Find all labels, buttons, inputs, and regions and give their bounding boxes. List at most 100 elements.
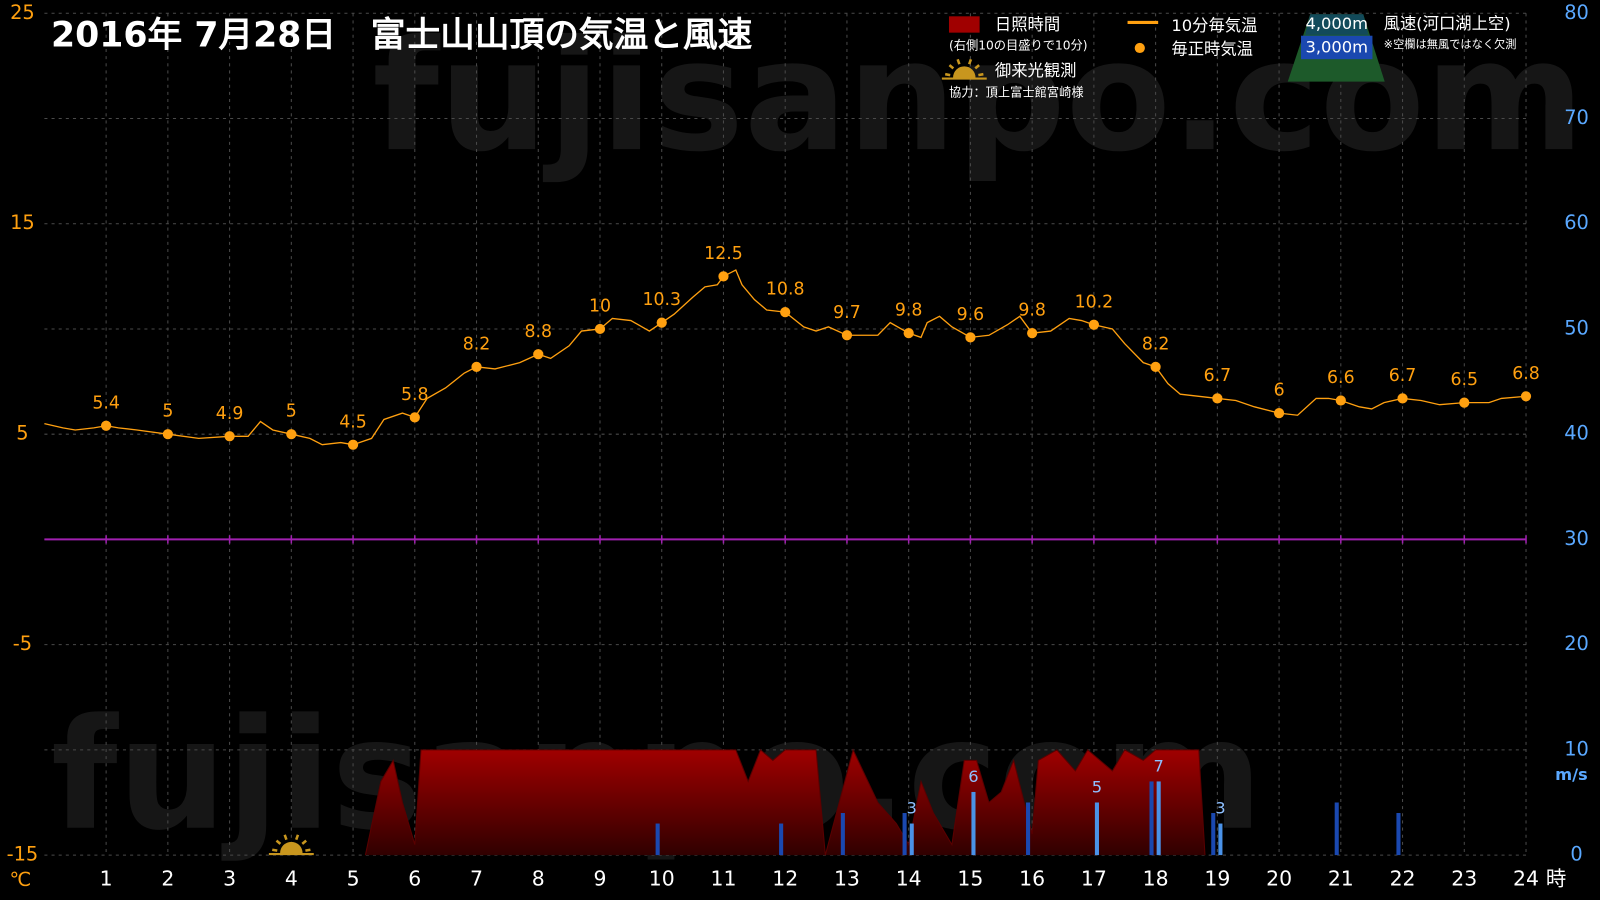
wind-bar bbox=[1211, 813, 1216, 856]
data-label: 9.8 bbox=[895, 301, 923, 321]
temp-point bbox=[594, 323, 606, 335]
sunrise-icon bbox=[941, 58, 987, 80]
data-label: 10.3 bbox=[642, 290, 681, 310]
legend-label: 10分毎気温 bbox=[1171, 16, 1257, 35]
data-label: 6.6 bbox=[1327, 368, 1355, 388]
x-tick-label: 17 bbox=[1081, 867, 1107, 891]
wind-bar bbox=[1156, 781, 1161, 856]
data-label: 5 bbox=[162, 402, 173, 422]
sunshine-area bbox=[365, 749, 1205, 856]
x-tick-label: 13 bbox=[834, 867, 860, 891]
temp-point bbox=[1027, 328, 1038, 339]
legend-label: 日照時間 bbox=[995, 15, 1060, 34]
wind-bar bbox=[1334, 802, 1339, 856]
mountain-top bbox=[1305, 14, 1369, 35]
y-tick-label: 25 bbox=[10, 1, 35, 24]
x-tick-label: 5 bbox=[347, 867, 360, 891]
temp-point bbox=[1273, 408, 1285, 419]
x-tick-label: 16 bbox=[1019, 867, 1045, 891]
sun-ray bbox=[978, 72, 984, 77]
x-tick-label: 2 bbox=[161, 867, 174, 891]
wind-bar bbox=[779, 823, 784, 856]
temp-point bbox=[471, 361, 482, 372]
x-tick-label: 9 bbox=[594, 867, 607, 891]
y2-tick-label: 10 bbox=[1564, 737, 1589, 760]
temp-point bbox=[101, 420, 112, 431]
legend-credit: 協力：頂上富士館宮崎様 bbox=[949, 84, 1084, 99]
data-label: 8.2 bbox=[1142, 334, 1170, 354]
chart-title: 2016年 7月28日 富士山山頂の気温と風速 bbox=[51, 15, 753, 56]
sun-ray bbox=[956, 58, 961, 65]
temp-point bbox=[409, 412, 420, 423]
y2-tick-label: 40 bbox=[1564, 422, 1589, 445]
legend-swatch bbox=[948, 16, 980, 33]
legend-sunrise-icon bbox=[941, 58, 987, 80]
x-tick-label: 3 bbox=[223, 867, 236, 891]
temp-point bbox=[1459, 397, 1470, 408]
x-tick-label: 6 bbox=[408, 867, 421, 891]
sun-ray bbox=[944, 72, 951, 77]
legend-label: 風速(河口湖上空) bbox=[1384, 14, 1511, 33]
wind-bar bbox=[909, 823, 914, 856]
sun-ray bbox=[305, 848, 311, 852]
y2-tick-label: 30 bbox=[1564, 527, 1589, 550]
temp-point bbox=[162, 429, 173, 440]
x-tick-label: 7 bbox=[470, 867, 483, 891]
temp-point bbox=[533, 349, 544, 360]
x-tick-label: 21 bbox=[1328, 867, 1354, 891]
legend-label: 御来光観測 bbox=[995, 61, 1077, 80]
sun-ray bbox=[295, 834, 300, 841]
sun-ray bbox=[275, 839, 282, 845]
data-label: 6.8 bbox=[1512, 364, 1540, 384]
data-label: 10 bbox=[589, 297, 611, 317]
data-label: 3 bbox=[1215, 799, 1225, 818]
data-label: 5.4 bbox=[92, 393, 120, 413]
x-tick-label: 15 bbox=[957, 867, 983, 891]
y2-tick-label: 0 bbox=[1570, 843, 1582, 866]
data-label: 9.8 bbox=[1018, 301, 1046, 321]
sun-ray bbox=[967, 58, 973, 65]
data-label: 6 bbox=[968, 767, 978, 786]
legend-label: 3,000m bbox=[1305, 37, 1368, 56]
x-tick-label: 18 bbox=[1143, 867, 1169, 891]
y-tick-label: 15 bbox=[10, 211, 35, 234]
data-label: 5.8 bbox=[401, 385, 429, 405]
marks: 5.4 5 4.9 5 4.5 5.8 8.2 8.8 10 10.3 12.5 10.8 9.7 9.8… bbox=[44, 244, 1540, 856]
x-tick-label: 14 bbox=[896, 867, 922, 891]
data-label: 10.8 bbox=[766, 280, 805, 300]
temp-point bbox=[1088, 319, 1099, 330]
wind-bar bbox=[655, 823, 660, 856]
y2-tick-label: 70 bbox=[1564, 106, 1589, 129]
data-label: 8.2 bbox=[463, 334, 491, 354]
x-tick-label: 8 bbox=[532, 867, 545, 891]
data-label: 6.7 bbox=[1204, 366, 1232, 386]
temp-point bbox=[286, 429, 297, 440]
y2-tick-label: 60 bbox=[1564, 211, 1589, 234]
data-label: 4.9 bbox=[216, 404, 244, 424]
legend: 日照時間 (右側10の目盛りで10分) 10分毎気温 毎正時気温 御来光観測 協… bbox=[941, 14, 1516, 99]
sun-ray bbox=[301, 839, 307, 845]
data-label: 9.6 bbox=[957, 305, 985, 325]
y2-tick-label: 80 bbox=[1564, 1, 1589, 24]
sun-body bbox=[953, 66, 976, 78]
grid bbox=[44, 12, 1527, 856]
legend-note: (右側10の目盛りで10分) bbox=[949, 37, 1088, 52]
temp-point bbox=[903, 328, 914, 339]
x-tick-label: 23 bbox=[1451, 867, 1477, 891]
data-label: 4.5 bbox=[339, 412, 367, 432]
data-label: 5 bbox=[286, 402, 297, 422]
temp-point bbox=[965, 332, 976, 343]
temp-point bbox=[841, 330, 853, 341]
legend-label: 毎正時気温 bbox=[1171, 40, 1253, 59]
legend-label: 4,000m bbox=[1305, 14, 1368, 33]
x-tick-label: 12 bbox=[772, 867, 798, 891]
x-tick-label: 11 bbox=[710, 867, 736, 891]
wind-bar bbox=[1149, 781, 1154, 856]
y2-tick-label: 20 bbox=[1564, 632, 1589, 655]
temp-point bbox=[1335, 395, 1346, 406]
sun-ray bbox=[283, 834, 288, 841]
x-tick-label: 4 bbox=[285, 867, 298, 891]
temp-point bbox=[656, 317, 667, 328]
